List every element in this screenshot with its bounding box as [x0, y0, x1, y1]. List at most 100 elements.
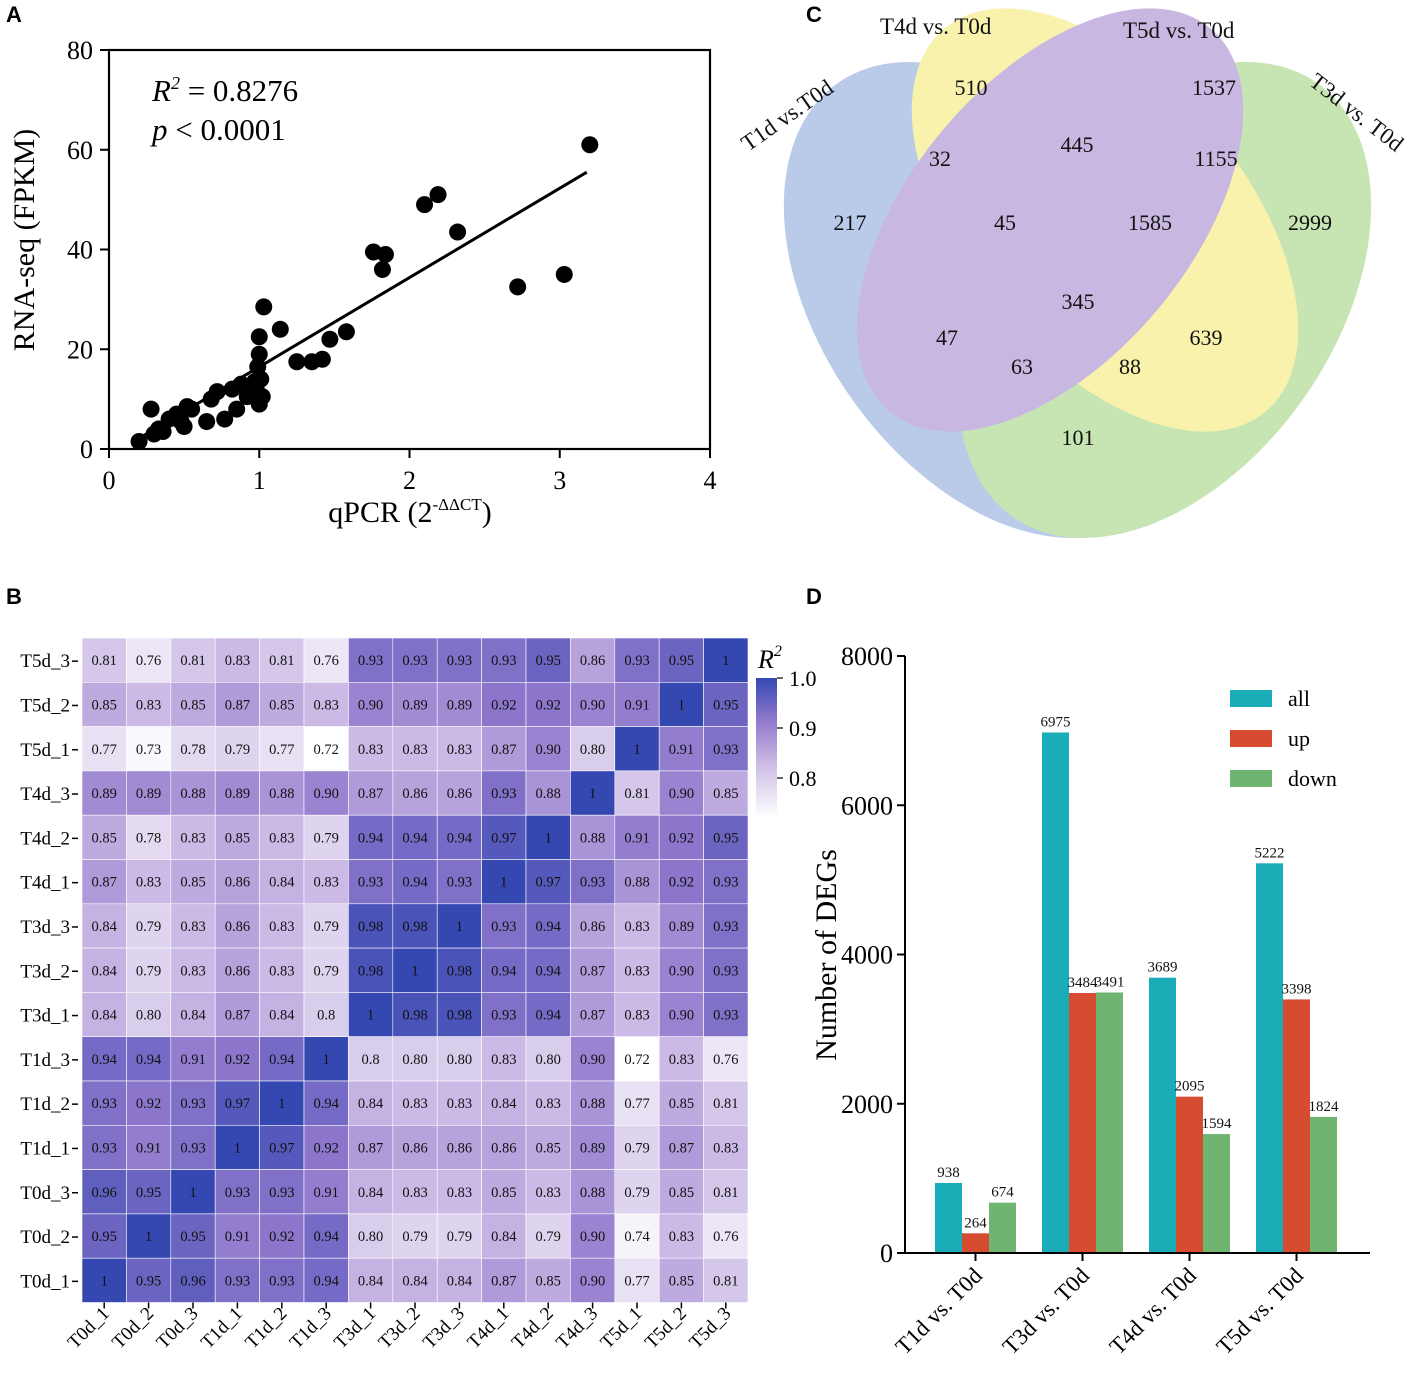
heatmap-cell-value: 0.93 — [92, 1096, 117, 1112]
heatmap-cell-value: 0.86 — [580, 653, 605, 669]
heatmap-cell-value: 0.93 — [225, 1273, 250, 1289]
heatmap-col-label: T0d_2 — [108, 1303, 158, 1353]
heatmap-cell — [658, 859, 704, 905]
heatmap-cell — [170, 1169, 216, 1215]
heatmap-cell-value: 0.91 — [180, 1052, 205, 1068]
heatmap-cell — [392, 992, 438, 1038]
heatmap-cell — [170, 903, 216, 949]
heatmap-cell — [81, 1036, 127, 1082]
heatmap-cell-value: 0.93 — [713, 1008, 738, 1024]
legend-swatch-up — [1230, 730, 1272, 747]
heatmap-cell — [658, 637, 704, 683]
heatmap-cell — [392, 859, 438, 905]
heatmap-cell-value: 0.86 — [447, 1140, 472, 1156]
panel-label-a: A — [6, 2, 22, 27]
heatmap-col-label: T1d_3 — [286, 1303, 336, 1353]
heatmap-cell — [436, 1080, 482, 1126]
heatmap-cell-value: 0.92 — [136, 1096, 161, 1112]
heatmap-cell — [214, 770, 260, 816]
heatmap-cell — [392, 1080, 438, 1126]
heatmap-cell — [570, 1036, 616, 1082]
heatmap-cell — [259, 1125, 305, 1170]
heatmap-cell-value: 0.84 — [358, 1096, 384, 1112]
heatmap-cell-value: 0.83 — [269, 963, 294, 979]
heatmap-cell-value: 0.85 — [536, 1140, 561, 1156]
bar-down — [1310, 1116, 1337, 1253]
bar-category-label: T3d vs. T0d — [998, 1263, 1095, 1360]
venn-region-count: 88 — [1119, 354, 1141, 379]
heatmap-cell-value: 0.90 — [580, 1273, 605, 1289]
heatmap-cell — [170, 770, 216, 816]
heatmap-cell-value: 0.93 — [180, 1096, 205, 1112]
heatmap-cell — [525, 770, 571, 816]
heatmap-cell — [614, 814, 660, 860]
bar-y-tick-label: 4000 — [841, 941, 893, 970]
heatmap-cell-value: 0.81 — [713, 1185, 738, 1201]
heatmap-cell — [614, 1257, 660, 1303]
colorbar-title: R2 — [757, 643, 782, 674]
heatmap-cell-value: 0.92 — [669, 875, 694, 891]
heatmap-col-label: T5d_2 — [641, 1303, 691, 1353]
legend-label-all: all — [1288, 686, 1310, 711]
heatmap-cell-value: 0.86 — [447, 786, 472, 802]
heatmap-cell — [481, 859, 527, 905]
heatmap-cell-value: 1 — [545, 830, 552, 846]
heatmap-cell-value: 0.87 — [491, 1273, 516, 1289]
heatmap-cell — [170, 1125, 216, 1170]
heatmap-cell — [658, 1213, 704, 1259]
heatmap-cell — [170, 947, 216, 993]
heatmap-row-label: T3d_3 — [20, 917, 70, 938]
scatter-point — [376, 245, 394, 263]
heatmap-cell — [614, 1169, 660, 1215]
heatmap-cell-value: 0.94 — [314, 1273, 340, 1289]
heatmap-row-label: T4d_3 — [20, 784, 70, 805]
heatmap-cell — [303, 1257, 349, 1303]
heatmap-cell — [436, 1036, 482, 1082]
heatmap-cell-value: 0.80 — [402, 1052, 427, 1068]
heatmap-cell-value: 0.87 — [358, 1140, 383, 1156]
scatter-x-axis-title: qPCR (2-ΔΔCT) — [328, 495, 491, 529]
heatmap-cell-value: 0.94 — [536, 919, 562, 935]
heatmap-cell-value: 0.93 — [491, 1008, 516, 1024]
heatmap-cell-value: 0.83 — [491, 1052, 516, 1068]
heatmap-cell — [259, 814, 305, 860]
heatmap-cell-value: 0.83 — [180, 963, 205, 979]
scatter-point — [373, 260, 391, 278]
heatmap-cell — [703, 1213, 749, 1259]
heatmap-cell — [392, 1036, 438, 1082]
heatmap-cell-value: 0.92 — [536, 697, 561, 713]
heatmap-cell — [614, 681, 660, 727]
heatmap-cell-value: 0.8 — [362, 1052, 380, 1068]
heatmap-cell — [570, 1125, 616, 1170]
heatmap-cell-value: 0.79 — [624, 1185, 649, 1201]
heatmap-cell-value: 0.90 — [536, 742, 561, 758]
heatmap-cell-value: 1 — [189, 1185, 196, 1201]
heatmap-cell — [348, 947, 394, 993]
heatmap-cell-value: 0.95 — [136, 1273, 161, 1289]
heatmap-cell — [81, 1169, 127, 1215]
heatmap-cell — [614, 1213, 660, 1259]
venn-region-count: 639 — [1190, 325, 1223, 350]
heatmap-cell-value: 0.83 — [314, 697, 339, 713]
heatmap-cell-value: 0.86 — [580, 919, 605, 935]
heatmap-cell-value: 0.94 — [536, 1008, 562, 1024]
heatmap-cell — [126, 992, 172, 1038]
scatter-point — [255, 298, 273, 316]
heatmap-cell-value: 0.83 — [447, 1185, 472, 1201]
heatmap-cell-value: 0.76 — [314, 653, 339, 669]
heatmap-cell-value: 1 — [633, 742, 640, 758]
heatmap-col-label: T1d_2 — [241, 1303, 291, 1353]
heatmap-cell-value: 0.88 — [580, 830, 605, 846]
heatmap-cell-value: 0.83 — [624, 963, 649, 979]
heatmap-col-label: T5d_3 — [685, 1303, 735, 1353]
bar-y-tick-label: 8000 — [841, 642, 893, 671]
scatter-point — [250, 328, 268, 346]
bar-all — [1042, 732, 1069, 1253]
venn-region-count: 45 — [994, 210, 1016, 235]
heatmap-cell — [348, 903, 394, 949]
heatmap-cell — [214, 1036, 260, 1082]
heatmap-cell-value: 0.87 — [491, 742, 516, 758]
heatmap-cell — [348, 1213, 394, 1259]
heatmap-cell — [214, 637, 260, 683]
